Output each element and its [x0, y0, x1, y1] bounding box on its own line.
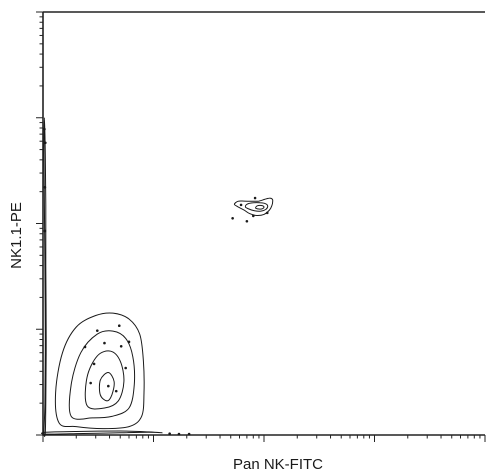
- contour-lines: [40, 117, 274, 437]
- event-dot: [43, 185, 47, 189]
- contour-pop1-level3: [84, 350, 125, 410]
- y-axis-label: NK1.1-PE: [8, 202, 25, 269]
- contour-pop2-level1: [233, 197, 274, 217]
- event-dot: [114, 389, 118, 393]
- contour-pop3-level1: [43, 117, 47, 437]
- contour-pop1-level2: [68, 330, 136, 420]
- plot-frame: [42, 11, 485, 436]
- event-dot: [251, 214, 255, 218]
- contour-pop1-level1: [54, 312, 145, 430]
- event-dot: [124, 366, 127, 370]
- event-dot: [177, 432, 181, 436]
- x-axis-label: Pan NK-FITC: [233, 456, 323, 473]
- event-dot: [83, 345, 87, 349]
- event-dot: [187, 432, 191, 436]
- event-dot: [107, 384, 110, 388]
- event-dot: [43, 127, 46, 131]
- event-dot: [117, 324, 121, 328]
- contour-pop2-level2: [244, 202, 269, 212]
- contour-pop4-level1: [40, 430, 163, 435]
- event-dot: [95, 329, 99, 332]
- event-dot: [44, 141, 47, 145]
- event-dot: [231, 216, 234, 220]
- contour-pop2-level3: [255, 204, 265, 210]
- event-dot: [103, 341, 106, 345]
- event-dot: [119, 344, 123, 348]
- event-dot: [127, 340, 131, 344]
- event-dot: [253, 196, 257, 200]
- event-dot: [168, 432, 171, 435]
- event-dots: [43, 127, 269, 436]
- event-dot: [92, 362, 96, 366]
- event-dot: [265, 211, 269, 215]
- event-dot: [43, 229, 47, 233]
- event-dot: [239, 203, 243, 207]
- event-dot: [89, 381, 92, 385]
- axis-frame: [42, 11, 485, 436]
- event-dot: [245, 219, 249, 223]
- contour-pop1-level4: [98, 372, 115, 402]
- axis-ticks: [36, 11, 486, 442]
